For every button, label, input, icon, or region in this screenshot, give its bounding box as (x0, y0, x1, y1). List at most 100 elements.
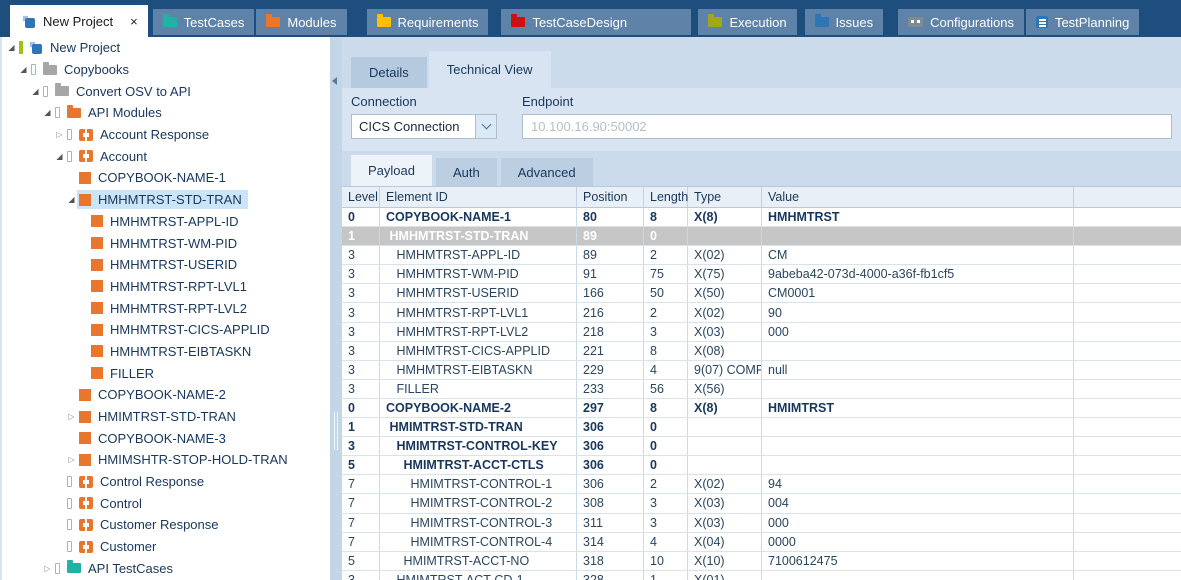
column-header-level[interactable]: Level (342, 187, 380, 207)
table-row[interactable]: 7 HMIMTRST-CONTROL-2 308 3 X(03) 004 (342, 494, 1181, 514)
close-icon[interactable]: × (130, 13, 138, 29)
tree-item-content: API TestCases (53, 559, 179, 578)
column-header-value[interactable]: Value (762, 187, 1074, 207)
tree-item-hmhmtrst-eibtaskn[interactable]: HMHMTRST-EIBTASKN (2, 341, 330, 363)
tab-testcases[interactable]: TestCases (152, 9, 255, 35)
tree-item-customer-response[interactable]: Customer Response (2, 514, 330, 536)
cell-length: 0 (644, 418, 688, 437)
cell-type: X(8) (688, 398, 762, 418)
tree-item-convert-osv-to-api[interactable]: ◢ Convert OSV to API (2, 80, 330, 102)
table-row[interactable]: 5 HMIMTRST-ACCT-NO 318 10 X(10) 7100612475 (342, 551, 1181, 571)
table-row[interactable]: 3 HMHMTRST-RPT-LVL2 218 3 X(03) 000 (342, 322, 1181, 342)
table-row[interactable]: 0 COPYBOOK-NAME-1 80 8 X(8) HMHMTRST (342, 208, 1181, 228)
payload-tab-payload[interactable]: Payload (351, 155, 432, 186)
column-header-type[interactable]: Type (688, 187, 762, 207)
tree-item-hmimshtr-stop-hold-tran[interactable]: ▷ HMIMSHTR-STOP-HOLD-TRAN (2, 449, 330, 471)
tree-item-control-response[interactable]: Control Response (2, 471, 330, 493)
table-row[interactable]: 3 FILLER 233 56 X(56) (342, 379, 1181, 399)
column-header-position[interactable]: Position (577, 187, 644, 207)
tree-item-copybook-name-1[interactable]: COPYBOOK-NAME-1 (2, 167, 330, 189)
tree-item-hmimtrst-std-tran[interactable]: ▷ HMIMTRST-STD-TRAN (2, 406, 330, 428)
splitter-grip[interactable] (334, 412, 335, 450)
splitter-collapse-icon[interactable] (332, 77, 337, 85)
tree-item-hmhmtrst-appl-id[interactable]: HMHMTRST-APPL-ID (2, 211, 330, 233)
table-row[interactable]: 3 HMIMTRST-CONTROL-KEY 306 0 (342, 437, 1181, 457)
tree-item-account[interactable]: ◢ Account (2, 145, 330, 167)
payload-tab-advanced[interactable]: Advanced (500, 158, 593, 186)
cell-value: 000 (762, 513, 1074, 532)
tab-new-project[interactable]: New Project × (10, 5, 148, 37)
tab-label: TestCaseDesign (532, 14, 628, 30)
tree-item-new-project[interactable]: ◢ New Project (2, 37, 330, 59)
tree-item-account-response[interactable]: ▷ Account Response (2, 124, 330, 146)
table-row[interactable]: 7 HMIMTRST-CONTROL-1 306 2 X(02) 94 (342, 475, 1181, 495)
tree-item-control[interactable]: Control (2, 492, 330, 514)
table-row[interactable]: 7 HMIMTRST-CONTROL-4 314 4 X(04) 0000 (342, 532, 1181, 552)
cell-position: 229 (577, 360, 644, 379)
cell-level: 0 (342, 398, 380, 418)
tree-item-hmhmtrst-std-tran[interactable]: ◢ HMHMTRST-STD-TRAN (2, 189, 330, 211)
tab-testcasedesign[interactable]: TestCaseDesign (501, 9, 692, 35)
collapsed-arrow-icon[interactable]: ▷ (44, 563, 51, 573)
table-row[interactable]: 3 HMHMTRST-CICS-APPLID 221 8 X(08) (342, 341, 1181, 361)
tab-modules[interactable]: Modules (256, 9, 347, 35)
connection-select-button[interactable] (475, 115, 496, 138)
tree-item-hmhmtrst-cics-applid[interactable]: HMHMTRST-CICS-APPLID (2, 319, 330, 341)
table-row[interactable]: 3 HMIMTRST-ACT-CD-1 328 1 X(01) (342, 570, 1181, 580)
tree-item-copybook-name-2[interactable]: COPYBOOK-NAME-2 (2, 384, 330, 406)
column-header-element-id[interactable]: Element ID (380, 187, 577, 207)
tree-item-hmhmtrst-rpt-lvl2[interactable]: HMHMTRST-RPT-LVL2 (2, 297, 330, 319)
view-tab-details[interactable]: Details (351, 57, 427, 88)
tree-item-copybooks[interactable]: ◢ Copybooks (2, 59, 330, 81)
tree-item-api-modules[interactable]: ◢ API Modules (2, 102, 330, 124)
expanded-arrow-icon[interactable]: ◢ (68, 195, 75, 205)
tree-item-hmhmtrst-userid[interactable]: HMHMTRST-USERID (2, 254, 330, 276)
panel-splitter[interactable] (330, 37, 342, 580)
table-row[interactable]: 3 HMHMTRST-APPL-ID 89 2 X(02) CM (342, 246, 1181, 266)
tree-item-content: Control Response (65, 472, 210, 491)
collapsed-arrow-icon[interactable]: ▷ (68, 412, 75, 422)
cell-length: 1 (644, 570, 688, 580)
expanded-arrow-icon[interactable]: ◢ (56, 151, 63, 161)
connection-select[interactable]: CICS Connection (351, 114, 497, 139)
tree-item-api-testcases[interactable]: ▷ API TestCases (2, 558, 330, 580)
expanded-arrow-icon[interactable]: ◢ (44, 108, 51, 118)
payload-tab-auth[interactable]: Auth (435, 158, 497, 186)
table-row[interactable]: 0 COPYBOOK-NAME-2 297 8 X(8) HMIMTRST (342, 398, 1181, 419)
tree-item-filler[interactable]: FILLER (2, 362, 330, 384)
expanded-arrow-icon[interactable]: ◢ (32, 86, 39, 96)
tab-execution[interactable]: Execution (698, 9, 797, 35)
tree-item-hmhmtrst-rpt-lvl1[interactable]: HMHMTRST-RPT-LVL1 (2, 276, 330, 298)
cell-type: X(02) (688, 303, 762, 322)
column-header-extra (1074, 187, 1181, 207)
tree-item-copybook-name-3[interactable]: COPYBOOK-NAME-3 (2, 427, 330, 449)
tree-item-hmhmtrst-wm-pid[interactable]: HMHMTRST-WM-PID (2, 232, 330, 254)
cell-value: 9abeba42-073d-4000-a36f-fb1cf5 (762, 265, 1074, 284)
column-header-length[interactable]: Length (644, 187, 688, 207)
view-tab-technical-view[interactable]: Technical View (428, 51, 551, 88)
tab-requirements[interactable]: Requirements (366, 9, 489, 35)
expanded-arrow-icon[interactable]: ◢ (8, 43, 15, 53)
tab-testplanning[interactable]: TestPlanning (1025, 9, 1140, 35)
endpoint-input[interactable] (522, 114, 1172, 139)
table-row[interactable]: 3 HMHMTRST-WM-PID 91 75 X(75) 9abeba42-073d-4… (342, 265, 1181, 285)
table-row[interactable]: 1 HMHMTRST-STD-TRAN 89 0 (342, 227, 1181, 247)
tree-item-customer[interactable]: Customer (2, 536, 330, 558)
tab-issues[interactable]: Issues (804, 9, 884, 35)
tab-configurations[interactable]: Configurations (898, 9, 1024, 35)
expanded-arrow-icon[interactable]: ◢ (20, 65, 27, 75)
cell-position: 306 (577, 475, 644, 494)
table-row[interactable]: 3 HMHMTRST-RPT-LVL1 216 2 X(02) 90 (342, 303, 1181, 323)
cell-extra (1074, 418, 1181, 436)
table-row[interactable]: 1 HMIMTRST-STD-TRAN 306 0 (342, 418, 1181, 438)
cell-length: 10 (644, 551, 688, 570)
cell-extra (1074, 323, 1181, 341)
table-row[interactable]: 3 HMHMTRST-USERID 166 50 X(50) CM0001 (342, 284, 1181, 304)
collapsed-arrow-icon[interactable]: ▷ (68, 455, 75, 465)
table-row[interactable]: 7 HMIMTRST-CONTROL-3 311 3 X(03) 000 (342, 513, 1181, 533)
table-row[interactable]: 5 HMIMTRST-ACCT-CTLS 306 0 (342, 456, 1181, 476)
collapsed-arrow-icon[interactable]: ▷ (56, 130, 63, 140)
tree-item-content: Customer Response (65, 515, 225, 534)
cell-element-id: HMIMTRST-CONTROL-2 (380, 494, 577, 513)
